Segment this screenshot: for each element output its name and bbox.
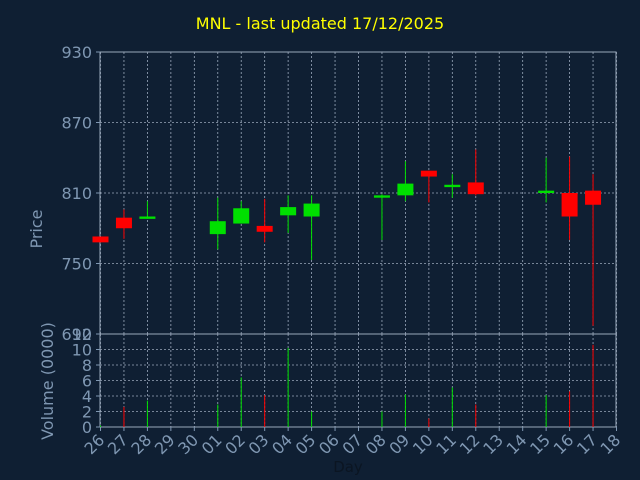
price-y-axis-label: Price [27,209,46,248]
price-y-tick-label: 870 [61,114,92,133]
candle-body [538,190,555,193]
price-y-tick-label: 750 [61,255,92,274]
candle-body [397,183,414,196]
candle-body [115,217,132,229]
candle-body [233,208,250,224]
candle-body [92,236,109,243]
price-y-tick-label: 810 [61,184,92,203]
x-tick-label: 18 [596,430,624,458]
volume-y-tick-label: 10 [72,341,92,360]
volume-y-tick-label: 8 [82,356,92,375]
volume-y-tick-label: 2 [82,403,92,422]
candle-body [209,221,226,235]
candle-body [303,203,320,217]
candle-body [139,216,156,219]
candle-body [467,182,484,195]
chart-title: MNL - last updated 17/12/2025 [195,14,445,33]
volume-y-tick-label: 12 [72,325,92,344]
x-axis-label: Day [333,458,363,476]
candle-body [373,195,390,198]
volume-y-tick-label: 6 [82,372,92,391]
candle-body [280,207,297,216]
candle-body [444,184,461,188]
candle-body [420,170,437,177]
volume-y-tick-label: 4 [82,387,92,406]
candle-body [585,190,602,205]
volume-y-tick-label: 0 [82,418,92,437]
volume-y-axis-label: Volume (0000) [38,322,57,440]
candle-body [561,193,578,217]
candle-body [256,225,273,232]
price-y-tick-label: 930 [61,43,92,62]
price-y-tick-label: 690 [61,325,92,344]
